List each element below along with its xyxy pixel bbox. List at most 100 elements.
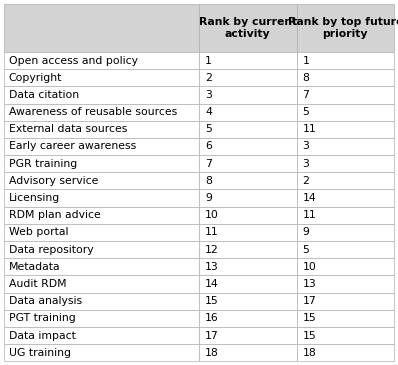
Text: 11: 11 — [205, 227, 219, 237]
Text: 8: 8 — [205, 176, 212, 186]
Bar — [199, 121, 297, 138]
Text: 3: 3 — [205, 90, 212, 100]
Bar — [297, 172, 394, 189]
Text: 14: 14 — [302, 193, 316, 203]
Bar — [297, 310, 394, 327]
Bar — [199, 138, 297, 155]
Bar — [199, 104, 297, 121]
Bar — [297, 189, 394, 207]
Text: Data citation: Data citation — [9, 90, 79, 100]
Text: Data repository: Data repository — [9, 245, 94, 255]
Bar — [4, 104, 199, 121]
Text: 4: 4 — [205, 107, 212, 117]
Bar — [4, 276, 199, 293]
Bar — [4, 189, 199, 207]
Bar — [297, 155, 394, 172]
Text: PGT training: PGT training — [9, 314, 76, 323]
Text: 13: 13 — [302, 279, 316, 289]
Bar — [4, 121, 199, 138]
Bar — [297, 207, 394, 224]
Text: 5: 5 — [302, 107, 309, 117]
Text: 7: 7 — [302, 90, 309, 100]
Bar — [297, 4, 394, 52]
Bar — [297, 327, 394, 344]
Bar — [199, 4, 297, 52]
Bar — [297, 224, 394, 241]
Text: 15: 15 — [302, 331, 316, 341]
Text: Web portal: Web portal — [9, 227, 68, 237]
Text: Metadata: Metadata — [9, 262, 60, 272]
Text: Audit RDM: Audit RDM — [9, 279, 66, 289]
Text: 5: 5 — [302, 245, 309, 255]
Text: 2: 2 — [302, 176, 309, 186]
Bar — [199, 344, 297, 361]
Text: Rank by top future
priority: Rank by top future priority — [288, 16, 398, 39]
Bar — [4, 258, 199, 276]
Bar — [297, 69, 394, 86]
Text: 18: 18 — [302, 348, 316, 358]
Bar — [4, 207, 199, 224]
Text: Data impact: Data impact — [9, 331, 76, 341]
Text: 11: 11 — [302, 210, 316, 220]
Bar — [297, 121, 394, 138]
Bar — [4, 172, 199, 189]
Bar — [199, 276, 297, 293]
Text: 13: 13 — [205, 262, 219, 272]
Bar — [297, 241, 394, 258]
Bar — [199, 258, 297, 276]
Text: 17: 17 — [302, 296, 316, 306]
Bar — [4, 293, 199, 310]
Bar — [199, 327, 297, 344]
Bar — [4, 69, 199, 86]
Text: 18: 18 — [205, 348, 219, 358]
Text: 8: 8 — [302, 73, 309, 83]
Text: 12: 12 — [205, 245, 219, 255]
Bar — [199, 241, 297, 258]
Text: 3: 3 — [302, 159, 309, 169]
Bar — [4, 327, 199, 344]
Text: Licensing: Licensing — [9, 193, 60, 203]
Text: RDM plan advice: RDM plan advice — [9, 210, 101, 220]
Bar — [4, 155, 199, 172]
Text: Copyright: Copyright — [9, 73, 62, 83]
Text: 7: 7 — [205, 159, 212, 169]
Bar — [4, 52, 199, 69]
Bar — [4, 224, 199, 241]
Text: 17: 17 — [205, 331, 219, 341]
Text: 11: 11 — [302, 124, 316, 134]
Text: Open access and policy: Open access and policy — [9, 55, 138, 66]
Text: Early career awareness: Early career awareness — [9, 142, 136, 151]
Bar — [297, 344, 394, 361]
Bar — [199, 189, 297, 207]
Text: 1: 1 — [302, 55, 309, 66]
Text: 14: 14 — [205, 279, 219, 289]
Text: 10: 10 — [205, 210, 219, 220]
Text: 15: 15 — [205, 296, 219, 306]
Bar — [4, 4, 199, 52]
Bar — [199, 69, 297, 86]
Text: 1: 1 — [205, 55, 212, 66]
Bar — [297, 86, 394, 104]
Bar — [199, 310, 297, 327]
Bar — [297, 293, 394, 310]
Text: 9: 9 — [205, 193, 212, 203]
Bar — [4, 138, 199, 155]
Text: 5: 5 — [205, 124, 212, 134]
Bar — [199, 224, 297, 241]
Text: PGR training: PGR training — [9, 159, 77, 169]
Text: 10: 10 — [302, 262, 316, 272]
Text: 3: 3 — [302, 142, 309, 151]
Text: UG training: UG training — [9, 348, 71, 358]
Bar — [199, 207, 297, 224]
Bar — [199, 52, 297, 69]
Bar — [297, 52, 394, 69]
Bar — [199, 86, 297, 104]
Text: Rank by current
activity: Rank by current activity — [199, 16, 297, 39]
Text: 15: 15 — [302, 314, 316, 323]
Bar — [4, 86, 199, 104]
Text: 6: 6 — [205, 142, 212, 151]
Text: 9: 9 — [302, 227, 309, 237]
Text: External data sources: External data sources — [9, 124, 127, 134]
Text: Advisory service: Advisory service — [9, 176, 98, 186]
Text: 16: 16 — [205, 314, 219, 323]
